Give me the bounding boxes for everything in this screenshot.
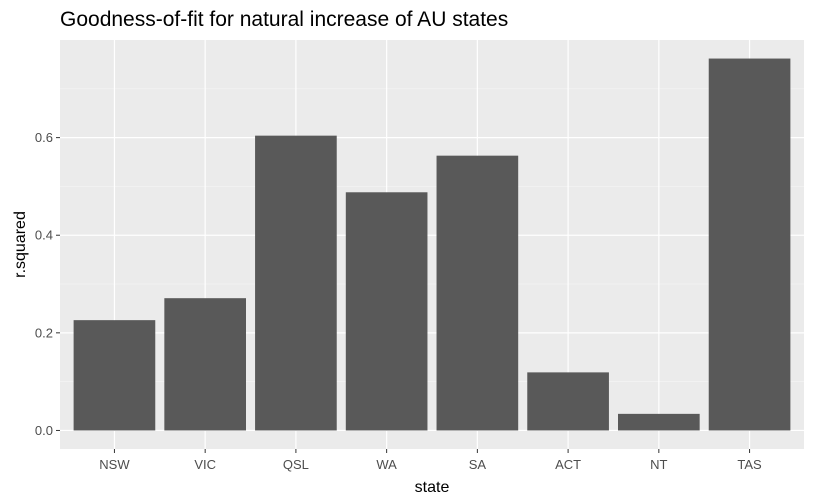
bar-nt — [618, 413, 700, 431]
bar-sa — [436, 155, 519, 431]
y-tick-label: 0.0 — [35, 423, 53, 438]
bar-nsw — [73, 320, 156, 431]
y-tick-label: 0.4 — [35, 228, 53, 243]
x-tick-label: SA — [469, 457, 487, 472]
bar-qsl — [255, 135, 337, 431]
y-tick-label: 0.2 — [35, 325, 53, 340]
bars — [73, 58, 791, 431]
bar-vic — [164, 298, 246, 431]
x-tick-label: WA — [376, 457, 397, 472]
bar-tas — [708, 58, 791, 431]
y-tick-label: 0.6 — [35, 130, 53, 145]
bar-wa — [345, 192, 428, 431]
x-tick-label: TAS — [737, 457, 762, 472]
bar-act — [527, 372, 609, 431]
x-tick-label: NT — [650, 457, 667, 472]
x-tick-label: VIC — [194, 457, 216, 472]
x-axis-title: state — [415, 479, 450, 496]
x-tick-label: ACT — [555, 457, 581, 472]
chart-title: Goodness-of-fit for natural increase of … — [60, 8, 509, 31]
x-tick-label: QSL — [283, 457, 309, 472]
x-axis: NSW VIC QSL WA SA ACT NT TAS — [99, 449, 762, 472]
y-axis-title: r.squared — [12, 211, 29, 278]
x-tick-label: NSW — [99, 457, 130, 472]
y-axis: 0.0 0.2 0.4 0.6 — [35, 130, 60, 438]
